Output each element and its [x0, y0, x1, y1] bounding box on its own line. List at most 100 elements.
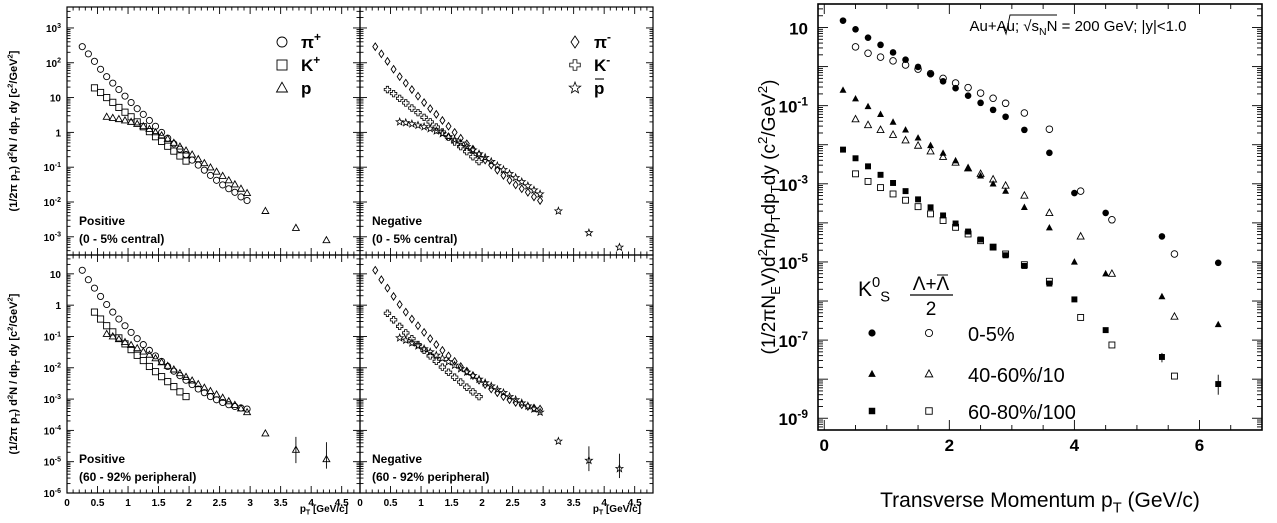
series-diamond: [372, 42, 544, 206]
point: [457, 133, 464, 143]
point: [164, 378, 172, 386]
point: [437, 353, 448, 363]
point: [432, 123, 440, 131]
point: [103, 322, 111, 330]
marker-open-circle: [926, 69, 935, 78]
marker-triangle: [291, 223, 301, 231]
marker-circle: [225, 185, 233, 193]
marker-filled-circle: [889, 49, 897, 56]
point: [451, 356, 458, 366]
marker-filled-circle: [927, 70, 934, 78]
point: [475, 392, 483, 401]
point: [474, 149, 484, 158]
marker-square: [139, 357, 147, 365]
point: [445, 121, 452, 131]
series-star: [395, 333, 625, 479]
marker-open-circle: [939, 74, 947, 83]
point: [1102, 327, 1109, 334]
point: [480, 152, 490, 162]
marker-star: [413, 120, 423, 130]
marker-star: [480, 377, 490, 387]
label-part: N: [1039, 26, 1047, 38]
marker-triangle: [212, 167, 221, 175]
label-part: V)d: [759, 256, 780, 286]
point: [401, 117, 411, 127]
point: [976, 89, 985, 97]
marker-star: [395, 333, 405, 342]
label-part: 2: [755, 249, 770, 256]
y-tick-label: 10-3: [44, 232, 61, 244]
point: [444, 368, 453, 376]
marker-filled-square: [1002, 252, 1009, 259]
marker-open-circle: [851, 43, 860, 51]
label-part: (1/2π p: [8, 174, 20, 211]
marker-filled-triangle: [902, 126, 910, 133]
marker-triangle: [163, 361, 172, 369]
point: [396, 299, 403, 310]
marker-open-square: [925, 407, 933, 415]
marker-square: [97, 88, 105, 97]
point: [176, 152, 184, 160]
point: [224, 396, 233, 405]
marker-square: [133, 118, 141, 126]
marker-star: [462, 367, 472, 377]
point: [115, 103, 123, 112]
label-part: (1/2π p: [8, 417, 20, 454]
point: [939, 74, 947, 83]
point: [127, 113, 135, 121]
label-part: π: [594, 33, 607, 52]
point: [902, 188, 909, 195]
y-tick-label: 102: [46, 58, 61, 70]
point: [139, 347, 148, 355]
marker-diamond: [372, 42, 379, 52]
point: [243, 405, 251, 413]
label-part: 3: [57, 23, 61, 30]
marker-star: [498, 164, 509, 174]
label-part: 10: [46, 59, 58, 70]
marker-triangle: [157, 357, 166, 366]
x-tick-label: 3: [540, 498, 546, 509]
point: [115, 315, 123, 323]
marker-open-circle: [901, 61, 910, 69]
point: [1102, 209, 1109, 217]
legend-header-ks: K0S: [858, 275, 890, 305]
marker-star: [584, 227, 594, 237]
marker-open-triangle: [1001, 180, 1010, 189]
marker-square: [158, 373, 166, 381]
label-part: -: [607, 30, 611, 44]
marker-open-square: [1020, 261, 1028, 269]
label-part: T: [768, 185, 783, 193]
point: [407, 119, 417, 128]
marker-diamond: [537, 404, 544, 414]
marker-square: [176, 388, 184, 396]
marker-square: [276, 59, 288, 71]
label-part: -5: [797, 251, 808, 265]
point: [851, 114, 860, 123]
point: [97, 88, 105, 97]
point: [450, 138, 459, 146]
point: [433, 340, 440, 350]
label-part: (0 - 5% central): [79, 232, 164, 246]
marker-square: [170, 383, 178, 391]
point: [1158, 353, 1165, 360]
marker-star: [480, 152, 490, 162]
marker-filled-circle: [914, 63, 922, 71]
point: [977, 237, 985, 245]
series-triangle: [102, 112, 331, 244]
point: [1077, 314, 1085, 321]
marker-filled-square: [868, 407, 876, 415]
marker-filled-circle: [977, 99, 984, 107]
y-axis-label: (1/2πNEV)d2n/pTdpTdy (c2/GeV2): [755, 80, 783, 355]
marker-filled-square: [940, 212, 947, 219]
label-part: 10: [779, 332, 798, 351]
sqrt-sign: [1002, 14, 1057, 36]
point: [139, 341, 147, 349]
marker-star: [443, 131, 454, 141]
marker-circle: [231, 188, 239, 196]
marker-open-square: [889, 190, 897, 198]
marker-circle: [121, 92, 129, 100]
marker-filled-square: [902, 188, 909, 195]
point: [408, 314, 415, 324]
marker-triangle: [151, 127, 160, 136]
point: [139, 121, 148, 130]
